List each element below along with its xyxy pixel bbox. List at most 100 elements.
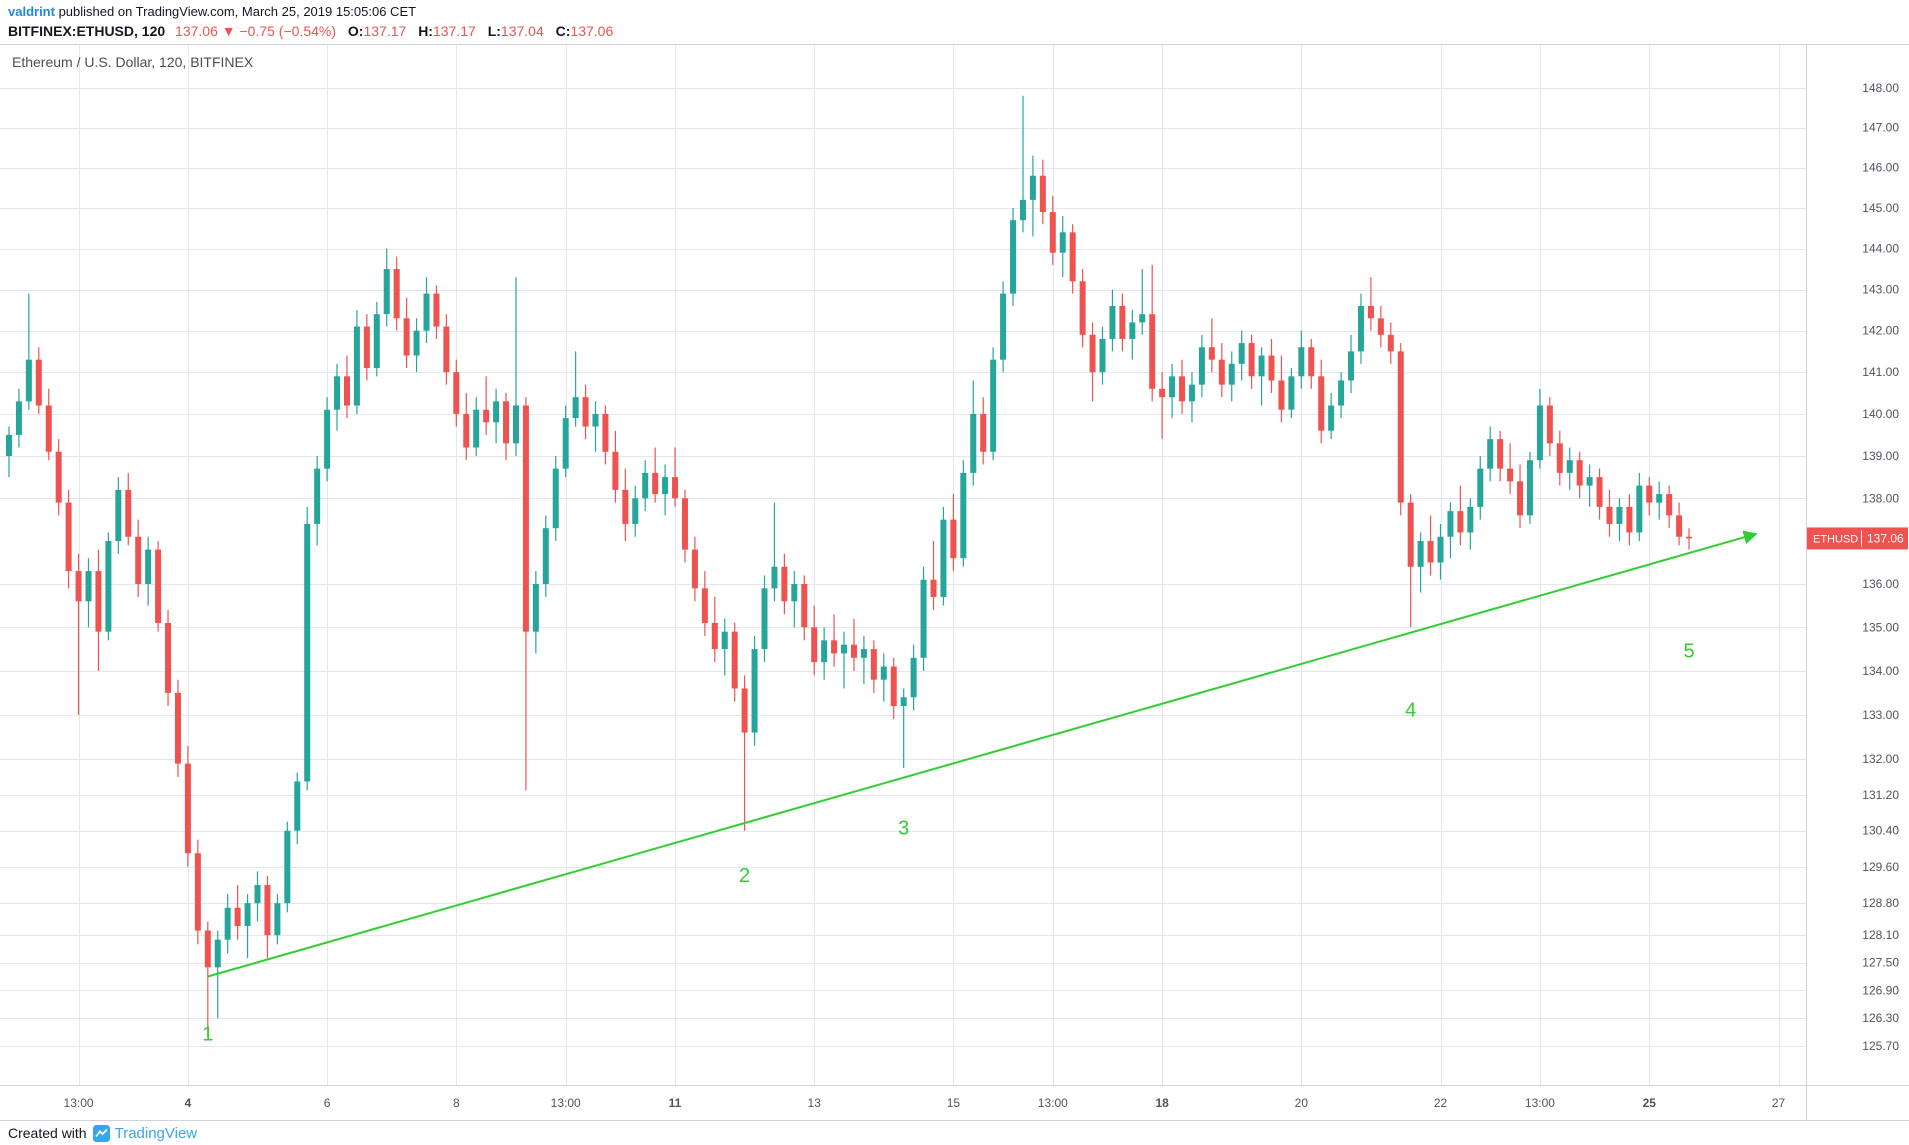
wave-label-4[interactable]: 4 xyxy=(1405,699,1416,721)
price-axis[interactable]: 148.00 147.00 146.00 145.00 144.00 143.00 142.… xyxy=(1862,81,1899,1053)
candle-body xyxy=(860,649,867,658)
chart-area[interactable]: 1 2 3 4 5 148.00 147.00 146.00 145.00 144.00 143.0… xyxy=(0,44,1909,1121)
candle-body xyxy=(1437,536,1444,563)
candle-body xyxy=(165,622,172,693)
candle-body xyxy=(960,472,967,559)
candle-body xyxy=(1546,405,1553,444)
candle-body xyxy=(1099,338,1106,373)
candle-body xyxy=(870,649,877,680)
price-tick-label: 131.20 xyxy=(1862,788,1899,802)
candle-body xyxy=(463,413,470,448)
candle-body xyxy=(801,584,808,628)
candle-body xyxy=(1636,485,1643,533)
time-tick-label: 8 xyxy=(453,1096,460,1110)
candle-body xyxy=(314,468,321,524)
candle-body xyxy=(1169,376,1176,398)
candle-body xyxy=(1656,494,1663,503)
candle-body xyxy=(95,571,102,632)
candle-body xyxy=(155,549,162,623)
candle-body xyxy=(632,498,639,524)
candle-body xyxy=(1576,460,1583,486)
candle-body xyxy=(1517,481,1524,516)
candle-body xyxy=(1268,355,1275,381)
username-link[interactable]: valdrint xyxy=(8,4,55,19)
candle-body xyxy=(363,326,370,368)
candle-body xyxy=(1179,376,1186,402)
wave-label-5[interactable]: 5 xyxy=(1683,640,1694,662)
open-value: 137.17 xyxy=(363,23,407,39)
candle-body xyxy=(343,376,350,406)
candle-body xyxy=(1308,347,1315,377)
candle-body xyxy=(1238,343,1245,364)
candle-body xyxy=(1338,380,1345,406)
time-tick-label: 22 xyxy=(1434,1096,1448,1110)
time-axis[interactable]: 13:00 4 6 8 13:00 11 13 15 13:00 18 20 22 13:00 25 27 xyxy=(64,1096,1786,1110)
time-tick-label: 13:00 xyxy=(551,1096,581,1110)
candle-body xyxy=(1497,439,1504,469)
candle-body xyxy=(204,930,211,968)
time-tick-label: 18 xyxy=(1155,1096,1169,1110)
candle-body xyxy=(1248,343,1255,377)
candle-body xyxy=(691,549,698,589)
wave-label-3[interactable]: 3 xyxy=(898,817,909,839)
time-tick-label: 13 xyxy=(808,1096,822,1110)
time-tick-label: 11 xyxy=(669,1096,682,1110)
candle-body xyxy=(1079,281,1086,335)
grid xyxy=(0,44,1806,1085)
price-chart-canvas[interactable]: 1 2 3 4 5 148.00 147.00 146.00 145.00 144.00 143.0… xyxy=(0,44,1909,1121)
price-tick-label: 136.00 xyxy=(1862,577,1899,591)
candle-body xyxy=(970,413,977,473)
candle-body xyxy=(1417,541,1424,567)
tradingview-link[interactable]: TradingView xyxy=(92,1124,197,1142)
trendline[interactable] xyxy=(207,530,1758,978)
candle-body xyxy=(652,472,659,495)
last-price-tag-value: 137.06 xyxy=(1867,531,1904,545)
time-tick-label: 25 xyxy=(1643,1096,1657,1110)
wave-label-1[interactable]: 1 xyxy=(202,1023,213,1045)
candle-body xyxy=(841,644,848,654)
candle-body xyxy=(1049,212,1056,253)
candle-body xyxy=(1318,376,1325,431)
candle-body xyxy=(174,692,181,764)
price-tick-label: 139.00 xyxy=(1862,449,1899,463)
candle-body xyxy=(980,413,987,452)
candle-body xyxy=(1397,351,1404,503)
candle-body xyxy=(1457,511,1464,533)
candle-body xyxy=(1357,305,1364,352)
candle-body xyxy=(135,536,142,585)
candle-body xyxy=(1556,443,1563,473)
price-tick-label: 147.00 xyxy=(1862,121,1899,135)
price-tick-label: 130.40 xyxy=(1862,824,1899,838)
candle-body xyxy=(1616,506,1623,524)
candle-body xyxy=(224,907,231,940)
candle-body xyxy=(1188,384,1195,402)
candle-body xyxy=(582,397,589,427)
candle-body xyxy=(443,326,450,373)
candle-body xyxy=(1467,506,1474,533)
header: valdrint published on TradingView.com, M… xyxy=(0,0,1909,44)
candle-body xyxy=(1348,351,1355,381)
candle-body xyxy=(930,579,937,597)
price-tick-label: 133.00 xyxy=(1862,708,1899,722)
time-tick-label: 6 xyxy=(324,1096,331,1110)
candle-body xyxy=(1507,468,1514,482)
time-tick-label: 13:00 xyxy=(64,1096,94,1110)
wave-label-2[interactable]: 2 xyxy=(739,865,750,887)
candle-body xyxy=(65,502,72,572)
candle-body xyxy=(1686,536,1693,539)
price-tick-label: 125.70 xyxy=(1862,1039,1899,1053)
candle-body xyxy=(403,318,410,356)
candle-body xyxy=(1606,506,1613,524)
candle-body xyxy=(55,451,62,503)
candle-body xyxy=(1666,494,1673,516)
candle-body xyxy=(1139,314,1146,323)
candle-body xyxy=(184,763,191,854)
price-tick-label: 134.00 xyxy=(1862,664,1899,678)
candle-body xyxy=(373,314,380,368)
price-tick-label: 145.00 xyxy=(1862,201,1899,215)
low-label: L: xyxy=(487,23,501,39)
candle-body xyxy=(413,330,420,356)
symbol-info: BITFINEX:ETHUSD, 120 137.06 ▼ −0.75 (−0.… xyxy=(8,22,1909,40)
price-tick-label: 126.30 xyxy=(1862,1011,1899,1025)
